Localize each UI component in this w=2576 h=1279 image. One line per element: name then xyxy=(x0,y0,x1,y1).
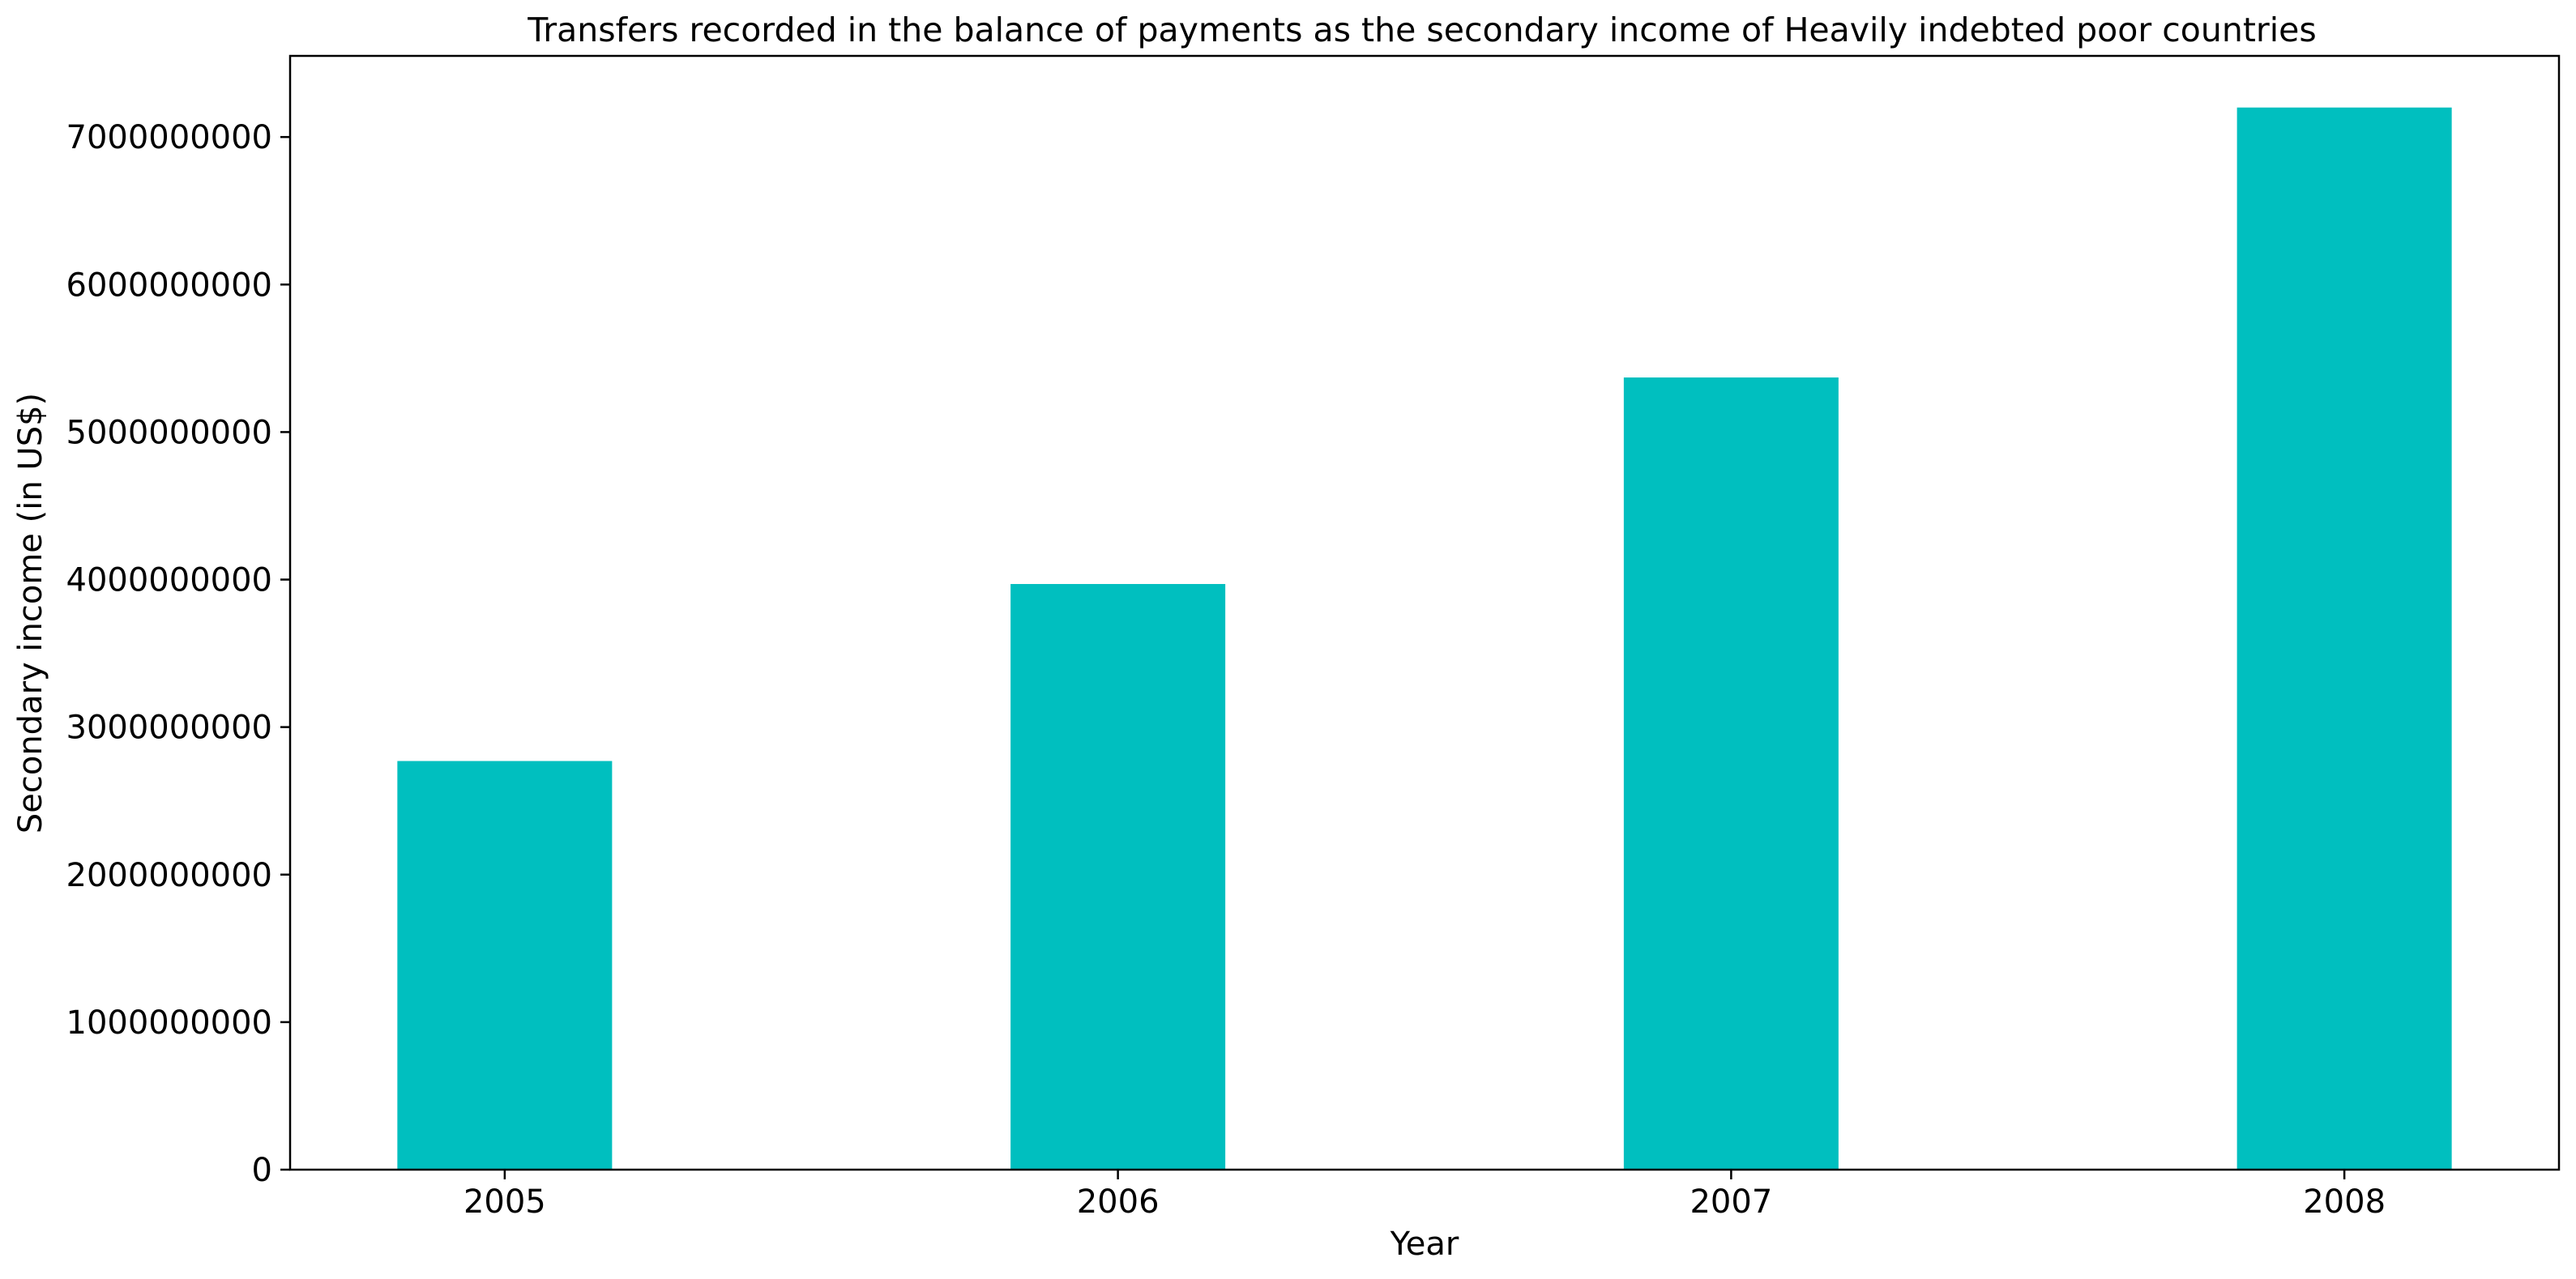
y-axis: 0 1000000000 2000000000 3000000000 400000000… xyxy=(66,119,290,1189)
x-tick-label: 2005 xyxy=(464,1183,546,1221)
x-axis-label: Year xyxy=(1390,1226,1459,1263)
y-tick-label: 6000000000 xyxy=(66,266,273,304)
y-tick-label: 5000000000 xyxy=(66,414,273,451)
y-tick-label: 1000000000 xyxy=(66,1004,273,1042)
chart-title: Transfers recorded in the balance of pay… xyxy=(527,11,2316,49)
bars-layer xyxy=(397,107,2452,1170)
x-tick-label: 2008 xyxy=(2303,1183,2386,1221)
y-tick-label: 7000000000 xyxy=(66,119,273,156)
bar-2006 xyxy=(1010,583,1226,1170)
y-tick-label: 4000000000 xyxy=(66,562,273,599)
x-axis: 2005 2006 2007 2008 xyxy=(464,1170,2386,1221)
y-tick-label: 0 xyxy=(252,1152,272,1189)
bar-2008 xyxy=(2236,107,2452,1170)
y-axis-label: Secondary income (in US$) xyxy=(12,393,49,833)
x-tick-label: 2007 xyxy=(1690,1183,1772,1221)
plot-frame xyxy=(288,54,2561,1171)
x-tick-label: 2006 xyxy=(1077,1183,1160,1221)
y-tick-label: 2000000000 xyxy=(66,857,273,894)
bar-2005 xyxy=(397,761,613,1170)
bar-2007 xyxy=(1623,377,1839,1170)
y-tick-label: 3000000000 xyxy=(66,710,273,747)
